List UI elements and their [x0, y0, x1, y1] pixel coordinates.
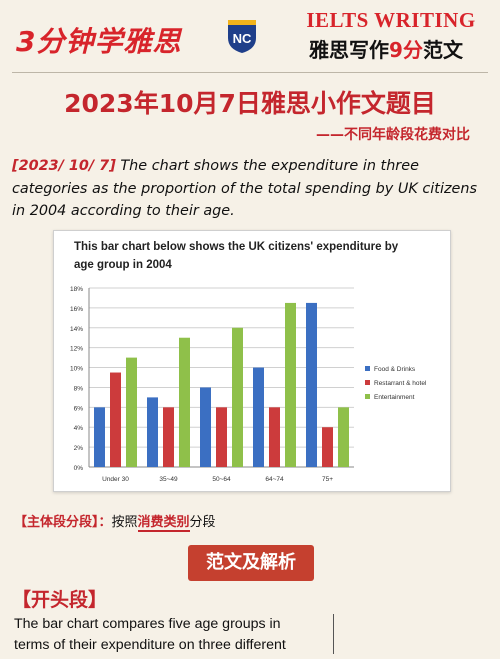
- legend-swatch: [365, 380, 370, 385]
- legend-entry: Food & Drinks: [374, 366, 416, 373]
- chart-title-line1: This bar chart below shows the UK citize…: [74, 241, 399, 253]
- bar: [232, 327, 243, 467]
- bar: [338, 407, 349, 467]
- x-tick-label: 35~49: [159, 476, 178, 483]
- bar: [306, 302, 317, 467]
- y-tick-label: 10%: [70, 366, 83, 373]
- bar-chart: This bar chart below shows the UK citize…: [53, 230, 451, 492]
- bar: [285, 302, 296, 467]
- analysis-note: 【主体段分段】：按照消费类别分段: [14, 515, 216, 532]
- y-tick-label: 4%: [74, 425, 84, 432]
- bar: [179, 337, 190, 467]
- bar: [163, 407, 174, 467]
- svg-text:NC: NC: [233, 31, 252, 46]
- y-tick-label: 0%: [74, 465, 84, 472]
- bar: [253, 367, 264, 467]
- essay-text: The bar chart compares five age groups i…: [14, 616, 286, 653]
- y-tick-label: 6%: [74, 405, 84, 412]
- page-title: 2023年10月7日雅思小作文题目: [64, 89, 436, 118]
- ielts-subtitle: 雅思写作9分范文: [309, 38, 463, 62]
- legend-entry: Restarrant & hotel: [374, 380, 427, 387]
- y-tick-label: 2%: [74, 445, 84, 452]
- legend-swatch: [365, 394, 370, 399]
- nc-shield-logo: NC: [226, 18, 258, 54]
- header-divider: [12, 72, 488, 73]
- bar: [216, 407, 227, 467]
- x-tick-label: 50~64: [212, 476, 231, 483]
- y-tick-label: 12%: [70, 346, 83, 353]
- bar: [147, 397, 158, 467]
- chart-title-line2: age group in 2004: [74, 259, 172, 271]
- y-tick-label: 16%: [70, 306, 83, 313]
- x-tick-label: Under 30: [102, 476, 129, 483]
- text-cursor-divider: [333, 614, 334, 654]
- prompt-date: [2023/ 10/ 7]: [12, 158, 116, 174]
- bar: [110, 372, 121, 467]
- legend-swatch: [365, 366, 370, 371]
- y-tick-label: 18%: [70, 286, 83, 293]
- section-badge: 范文及解析: [188, 545, 314, 581]
- bar: [94, 407, 105, 467]
- header-bar: 3分钟学雅思 NC IELTS WRITING 雅思写作9分范文: [0, 0, 500, 72]
- paragraph-heading: 【开头段】: [12, 589, 108, 611]
- bar: [269, 407, 280, 467]
- ielts-writing-title: IELTS WRITING: [306, 8, 476, 32]
- brand-logo-text: 3分钟学雅思: [16, 25, 182, 58]
- legend-entry: Entertainment: [374, 394, 415, 401]
- y-tick-label: 14%: [70, 326, 83, 333]
- prompt-text: The chart shows the expenditure in three…: [12, 158, 477, 219]
- bar: [200, 387, 211, 467]
- x-tick-label: 75+: [322, 476, 333, 483]
- chart-svg: This bar chart below shows the UK citize…: [70, 241, 427, 483]
- task-prompt: [2023/ 10/ 7] The chart shows the expend…: [12, 155, 490, 223]
- y-tick-label: 8%: [74, 385, 84, 392]
- page-subtitle: ——不同年龄段花费对比: [316, 127, 470, 143]
- bar: [126, 357, 137, 467]
- bar: [322, 427, 333, 467]
- x-tick-label: 64~74: [265, 476, 284, 483]
